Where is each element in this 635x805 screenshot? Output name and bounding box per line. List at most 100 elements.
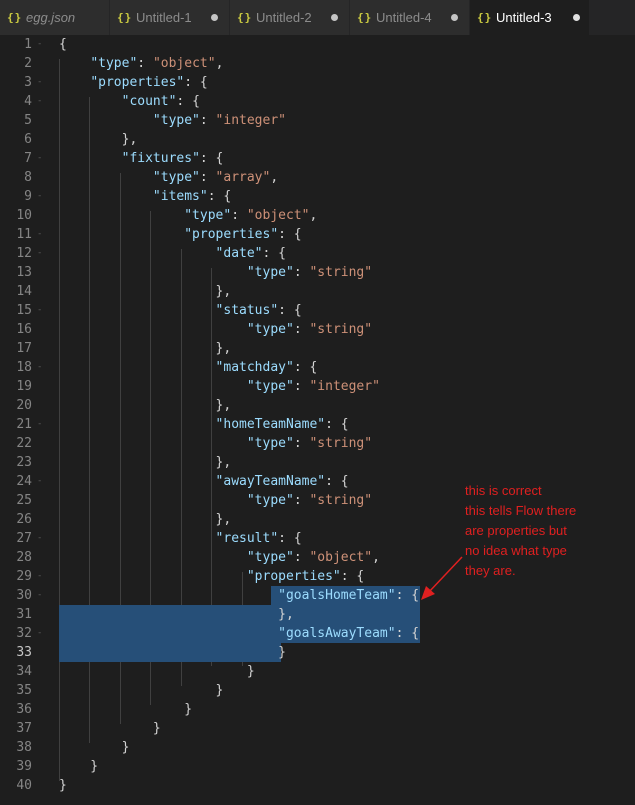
code-line[interactable]: 20 }, (0, 396, 635, 415)
line-number: 9 (24, 189, 32, 204)
code-line[interactable]: 16 "type": "string" (0, 320, 635, 339)
code-line[interactable]: 13 "type": "string" (0, 263, 635, 282)
code-line[interactable]: 18- "matchday": { (0, 358, 635, 377)
code-line[interactable]: 27- "result": { (0, 529, 635, 548)
code-line[interactable]: 22 "type": "string" (0, 434, 635, 453)
json-key: "type" (152, 170, 200, 185)
json-punct: , (309, 208, 318, 223)
tab-untitled-1[interactable]: {} Untitled-1 (110, 0, 230, 35)
code-line[interactable]: 19 "type": "integer" (0, 377, 635, 396)
fold-marker-icon[interactable]: - (37, 229, 43, 239)
code-line[interactable]: 6 }, (0, 130, 635, 149)
code-text: "properties": { (59, 567, 364, 586)
code-text: "fixtures": { (59, 149, 224, 168)
code-line[interactable]: 1- { (0, 35, 635, 54)
line-number: 7 (24, 151, 32, 166)
tab-untitled-4[interactable]: {} Untitled-4 (350, 0, 470, 35)
json-punct: : { (293, 360, 318, 375)
code-line[interactable]: 5 "type": "integer" (0, 111, 635, 130)
code-line[interactable]: 8 "type": "array", (0, 168, 635, 187)
fold-marker-icon[interactable]: - (37, 533, 43, 543)
line-number: 28 (16, 550, 32, 565)
indent-guide (120, 173, 121, 724)
tab-untitled-2[interactable]: {} Untitled-2 (230, 0, 350, 35)
line-number: 22 (16, 436, 32, 451)
json-key: "result" (215, 531, 279, 546)
line-number: 29 (16, 569, 32, 584)
code-line[interactable]: 3- "properties": { (0, 73, 635, 92)
fold-marker-icon[interactable]: - (37, 77, 43, 87)
tab-untitled-3[interactable]: {} Untitled-3 (470, 0, 590, 35)
code-line[interactable]: 30- "goalsHomeTeam": { (0, 586, 635, 605)
unsaved-dot-icon[interactable] (331, 14, 338, 21)
code-line[interactable]: 24- "awayTeamName": { (0, 472, 635, 491)
code-line[interactable]: 32- "goalsAwayTeam": { (0, 624, 635, 643)
fold-marker-icon[interactable]: - (37, 191, 43, 201)
annotation-line: this tells Flow there (465, 503, 577, 518)
json-string: "object" (246, 208, 310, 223)
code-line[interactable]: 37 } (0, 719, 635, 738)
code-line[interactable]: 7- "fixtures": { (0, 149, 635, 168)
code-line[interactable]: 4- "count": { (0, 92, 635, 111)
json-punct: } (59, 702, 193, 717)
line-number: 35 (16, 683, 32, 698)
code-line[interactable]: 40} (0, 776, 635, 795)
unsaved-dot-icon[interactable] (451, 14, 458, 21)
json-punct: }, (59, 512, 232, 527)
json-punct (59, 417, 216, 432)
json-key: "properties" (184, 227, 279, 242)
json-string: "object" (309, 550, 373, 565)
fold-marker-icon[interactable]: - (37, 362, 43, 372)
json-punct (59, 227, 184, 242)
json-punct: : { (184, 75, 208, 90)
line-number: 4 (24, 94, 32, 109)
code-line[interactable]: 33 } (0, 643, 635, 662)
code-line[interactable]: 31 }, (0, 605, 635, 624)
code-line[interactable]: 36 } (0, 700, 635, 719)
tab-egg-json[interactable]: {} egg.json (0, 0, 110, 35)
code-line[interactable]: 14 }, (0, 282, 635, 301)
unsaved-dot-icon[interactable] (573, 14, 580, 21)
code-line[interactable]: 15- "status": { (0, 301, 635, 320)
fold-marker-icon[interactable]: - (37, 419, 43, 429)
code-text: "date": { (59, 244, 286, 263)
code-line[interactable]: 11- "properties": { (0, 225, 635, 244)
fold-marker-icon[interactable]: - (37, 476, 43, 486)
code-line[interactable]: 39 } (0, 757, 635, 776)
json-punct: : { (278, 303, 302, 318)
json-punct: }, (59, 284, 232, 299)
code-line[interactable]: 25 "type": "string" (0, 491, 635, 510)
code-text: "type": "object", (59, 206, 317, 225)
json-key: "awayTeamName" (215, 474, 326, 489)
fold-marker-icon[interactable]: - (37, 39, 43, 49)
fold-marker-icon[interactable]: - (37, 571, 43, 581)
code-line[interactable]: 26 }, (0, 510, 635, 529)
code-line[interactable]: 2 "type": "object", (0, 54, 635, 73)
code-line[interactable]: 23 }, (0, 453, 635, 472)
fold-marker-icon[interactable]: - (37, 628, 43, 638)
fold-marker-icon[interactable]: - (37, 248, 43, 258)
code-line[interactable]: 9- "items": { (0, 187, 635, 206)
code-line[interactable]: 29- "properties": { (0, 567, 635, 586)
json-punct: , (372, 550, 380, 565)
json-braces-icon: {} (117, 11, 133, 24)
unsaved-dot-icon[interactable] (211, 14, 218, 21)
tab-label: Untitled-4 (376, 10, 432, 25)
code-line[interactable]: 28 "type": "object", (0, 548, 635, 567)
fold-marker-icon[interactable]: - (37, 153, 43, 163)
code-line[interactable]: 12- "date": { (0, 244, 635, 263)
line-number: 26 (16, 512, 32, 527)
json-punct: }, (59, 455, 232, 470)
code-text: } (59, 776, 67, 795)
code-line[interactable]: 34 } (0, 662, 635, 681)
fold-marker-icon[interactable]: - (37, 590, 43, 600)
code-text: "properties": { (59, 73, 208, 92)
code-line[interactable]: 35 } (0, 681, 635, 700)
code-line[interactable]: 38 } (0, 738, 635, 757)
fold-marker-icon[interactable]: - (37, 96, 43, 106)
code-line[interactable]: 10 "type": "object", (0, 206, 635, 225)
fold-marker-icon[interactable]: - (37, 305, 43, 315)
code-line[interactable]: 21- "homeTeamName": { (0, 415, 635, 434)
code-line[interactable]: 17 }, (0, 339, 635, 358)
code-editor[interactable]: 1-{2 "type": "object", 3- "properties": {… (0, 35, 635, 805)
